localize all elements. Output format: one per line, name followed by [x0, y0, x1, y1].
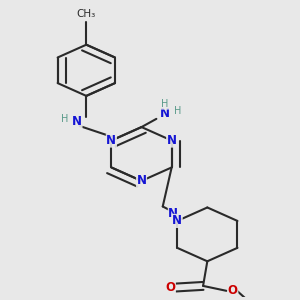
Text: N: N	[106, 134, 116, 147]
Text: H: H	[174, 106, 181, 116]
Text: O: O	[228, 284, 238, 297]
Text: N: N	[167, 134, 177, 147]
Text: N: N	[136, 174, 146, 188]
Text: O: O	[165, 281, 176, 294]
Text: N: N	[172, 214, 182, 227]
Text: H: H	[61, 114, 68, 124]
Text: N: N	[72, 115, 82, 128]
Text: H: H	[161, 99, 169, 109]
Text: N: N	[160, 107, 170, 120]
Text: N: N	[168, 207, 178, 220]
Text: CH₃: CH₃	[77, 8, 96, 19]
